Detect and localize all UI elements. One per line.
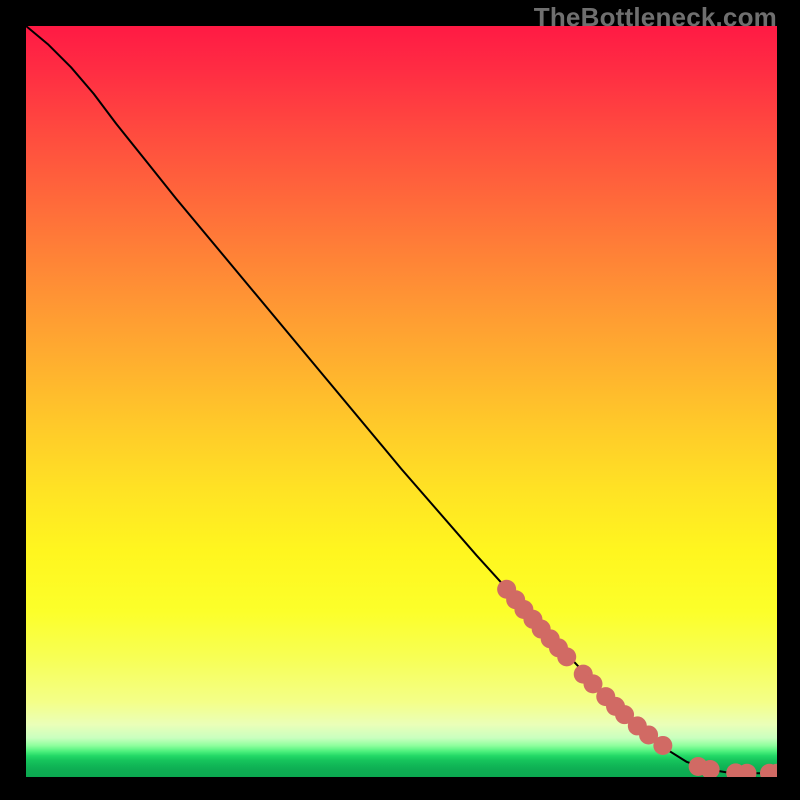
watermark-text: TheBottleneck.com bbox=[534, 2, 777, 33]
data-marker bbox=[653, 736, 672, 755]
curve-line bbox=[26, 26, 777, 773]
chart-overlay bbox=[26, 26, 777, 777]
data-marker bbox=[557, 647, 576, 666]
plot-area bbox=[26, 26, 777, 777]
chart-frame: TheBottleneck.com bbox=[0, 0, 800, 800]
